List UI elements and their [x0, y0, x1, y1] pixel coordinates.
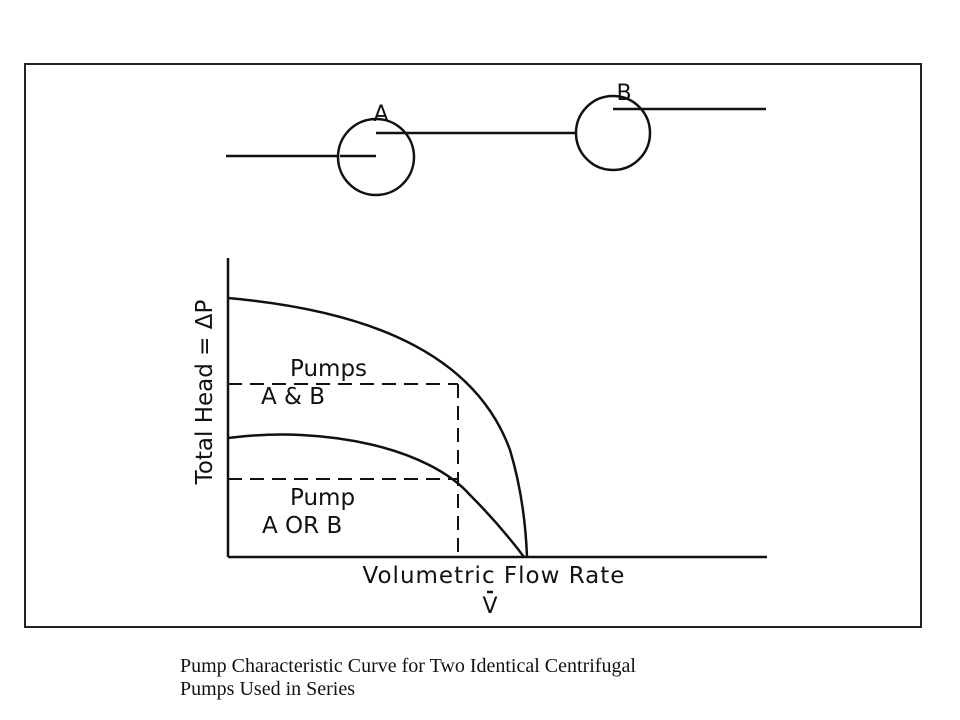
pump-b-circle [574, 94, 652, 172]
x-axis-label: Volumetric Flow Rate [363, 563, 626, 589]
chart-axes [226, 258, 767, 559]
combined-series-label-line2: A & B [261, 384, 325, 410]
single-series-label-line1: Pump [290, 485, 355, 511]
single-series-label-line2: A OR B [262, 513, 342, 539]
pump-b-label: B [616, 81, 631, 106]
caption-line-1: Pump Characteristic Curve for Two Identi… [180, 655, 636, 677]
figure-caption: Pump Characteristic Curve for Two Identi… [180, 655, 940, 701]
single-curve-pump-a-or-b [227, 433, 525, 558]
y-axis-label: Total Head = ΔP [192, 300, 218, 486]
operating-point-guides [228, 383, 459, 557]
caption-line-2: Pumps Used in Series [180, 678, 355, 700]
flow-symbol: V [482, 594, 497, 619]
pump-a-label: A [373, 102, 388, 127]
pump-arrangement [226, 94, 766, 197]
combined-curve-pumps-a-and-b [227, 296, 529, 558]
figure-frame [24, 63, 922, 628]
combined-series-label-line1: Pumps [290, 356, 367, 382]
